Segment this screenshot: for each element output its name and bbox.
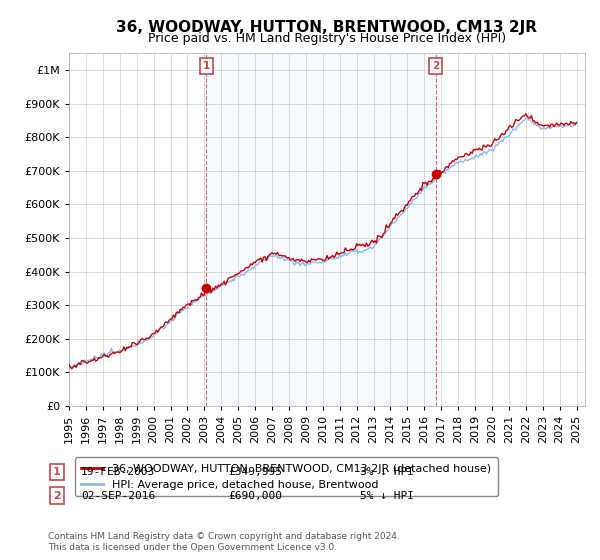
Text: 5% ↓ HPI: 5% ↓ HPI [360, 491, 414, 501]
Text: 1: 1 [203, 61, 210, 71]
Text: 2: 2 [432, 61, 439, 71]
Legend: 36, WOODWAY, HUTTON, BRENTWOOD, CM13 2JR (detached house), HPI: Average price, d: 36, WOODWAY, HUTTON, BRENTWOOD, CM13 2JR… [74, 458, 498, 496]
Text: 3% ↓ HPI: 3% ↓ HPI [360, 467, 414, 477]
Bar [206, 53, 436, 406]
Text: 1: 1 [53, 467, 61, 477]
Text: 02-SEP-2016: 02-SEP-2016 [81, 491, 155, 501]
Text: 2: 2 [53, 491, 61, 501]
Text: £690,000: £690,000 [228, 491, 282, 501]
Text: Contains HM Land Registry data © Crown copyright and database right 2024.
This d: Contains HM Land Registry data © Crown c… [48, 532, 400, 552]
Text: 19-FEB-2003: 19-FEB-2003 [81, 467, 155, 477]
Text: Price paid vs. HM Land Registry's House Price Index (HPI): Price paid vs. HM Land Registry's House … [148, 32, 506, 45]
Text: 36, WOODWAY, HUTTON, BRENTWOOD, CM13 2JR: 36, WOODWAY, HUTTON, BRENTWOOD, CM13 2JR [116, 20, 538, 35]
Text: £349,995: £349,995 [228, 467, 282, 477]
